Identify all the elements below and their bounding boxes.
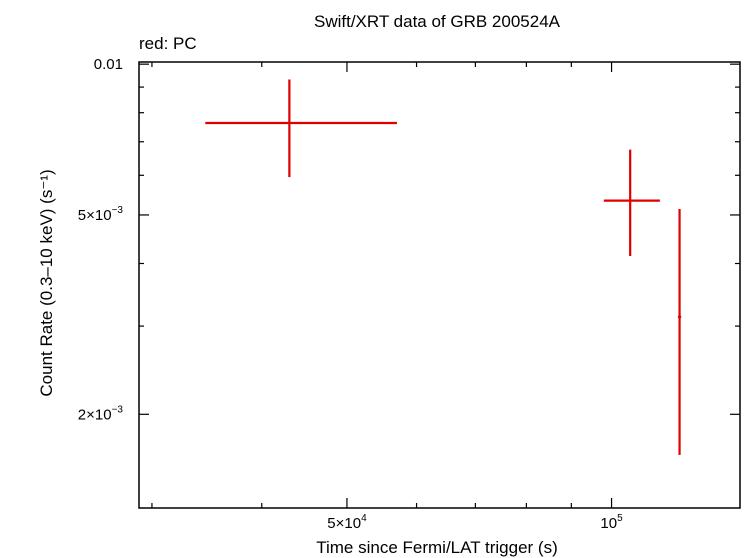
y-tick-label: 0.01 — [94, 56, 123, 73]
axis-ticks — [139, 62, 740, 508]
chart-subtitle: red: PC — [139, 34, 197, 53]
tick-labels: 5×104 105 0.01 5×10−3 2×10−3 — [78, 56, 623, 532]
x-tick-label: 5×104 — [327, 513, 367, 532]
y-axis-label: Count Rate (0.3–10 keV) (s⁻¹) — [37, 169, 56, 396]
y-tick-label: 2×10−3 — [78, 404, 124, 423]
plot-frame — [138, 61, 741, 509]
data-point — [677, 208, 682, 455]
data-points — [205, 79, 682, 455]
x-axis-label: Time since Fermi/LAT trigger (s) — [316, 538, 558, 557]
chart-title: Swift/XRT data of GRB 200524A — [314, 12, 561, 31]
data-point — [603, 149, 660, 257]
data-point — [205, 79, 397, 178]
x-tick-label: 105 — [600, 513, 623, 532]
y-tick-label: 5×10−3 — [78, 205, 124, 224]
